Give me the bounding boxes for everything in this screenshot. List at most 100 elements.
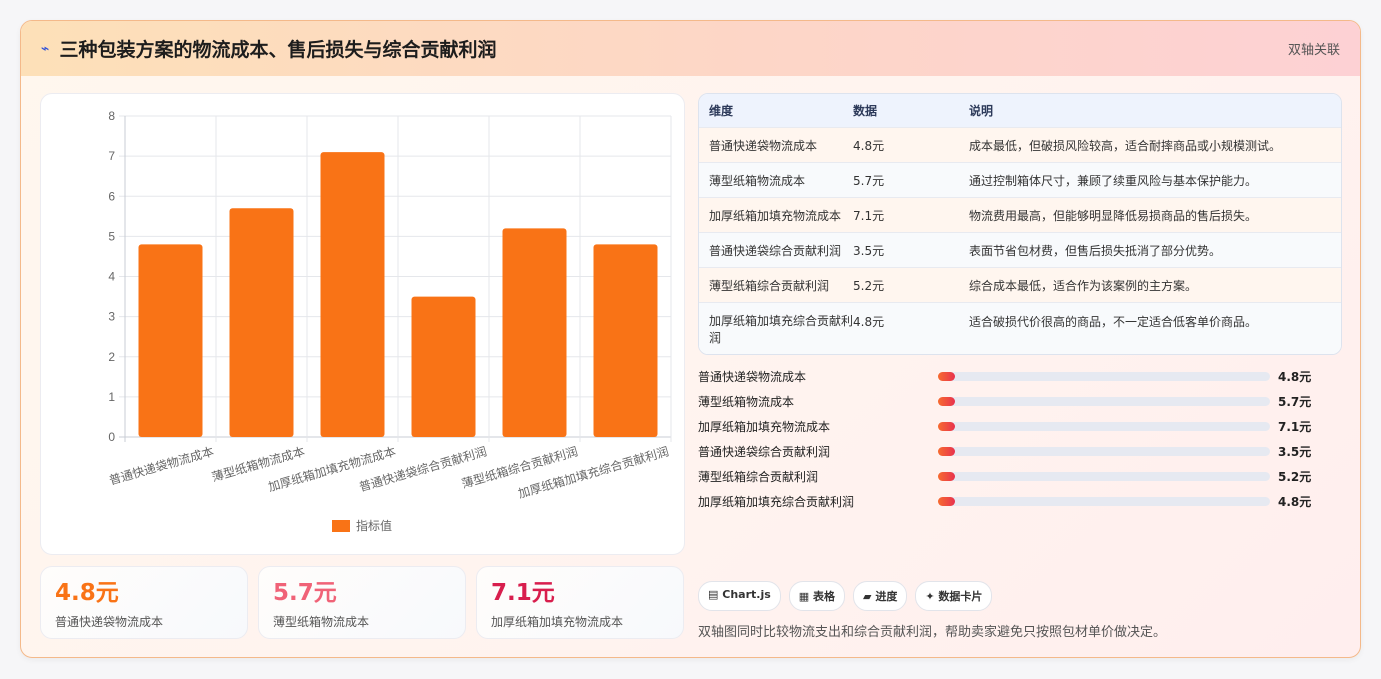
table-cell: 5.7元 xyxy=(853,173,885,188)
table-cell: 薄型纸箱综合贡献利润 xyxy=(709,278,830,293)
chart-icon: ▤ xyxy=(708,588,719,601)
x-tick-label: 普通快递袋物流成本 xyxy=(108,444,216,487)
progress-track xyxy=(938,397,1270,406)
y-tick-label: 5 xyxy=(108,229,115,243)
progress-label: 薄型纸箱综合贡献利润 xyxy=(698,470,819,484)
table-cell: 通过控制箱体尺寸，兼顾了续重风险与基本保护能力。 xyxy=(969,173,1258,188)
progress-value: 4.8元 xyxy=(1278,370,1312,384)
table-cell: 7.1元 xyxy=(853,208,885,223)
page-title: 三种包装方案的物流成本、售后损失与综合贡献利润 xyxy=(59,39,497,61)
tech-chips: ▤ Chart.js ▦ 表格 ▰ 进度 ✦ 数据卡片 xyxy=(698,581,993,611)
y-tick-label: 6 xyxy=(108,189,115,203)
y-tick-label: 2 xyxy=(108,350,115,364)
kpi-value: 4.8元 xyxy=(55,580,119,606)
progress-track xyxy=(938,422,1270,431)
x-tick-label: 加厚纸箱加填充综合贡献利润 xyxy=(516,443,670,500)
progress-value: 7.1元 xyxy=(1278,420,1312,434)
table-cell: 表面节省包材费，但售后损失抵消了部分优势。 xyxy=(969,243,1222,258)
table-row: 加厚纸箱加填充综合贡献利润 4.8元 适合破损代价很高的商品，不一定适合低客单价… xyxy=(699,302,1341,354)
chip-label: 进度 xyxy=(875,590,898,603)
y-tick-label: 7 xyxy=(108,149,115,163)
table-cell: 4.8元 xyxy=(853,138,885,153)
data-table: 维度 数据 说明 普通快递袋物流成本 4.8元 成本最低，但破损风险较高，适合耐… xyxy=(698,93,1342,355)
progress-fill xyxy=(938,447,955,456)
table-cell: 普通快递袋物流成本 xyxy=(709,138,818,153)
chart-line-icon: ⌁ xyxy=(41,40,50,57)
kpi-card-thick-box-logistics: 7.1元 加厚纸箱加填充物流成本 xyxy=(476,566,684,639)
bar xyxy=(502,228,567,437)
progress-label: 加厚纸箱加填充综合贡献利润 xyxy=(698,495,855,509)
y-tick-label: 1 xyxy=(108,390,115,404)
header-tag: 双轴关联 xyxy=(1287,43,1340,58)
table-cell: 4.8元 xyxy=(853,315,885,329)
progress-row: 普通快递袋综合贡献利润 3.5元 xyxy=(698,439,1338,464)
progress-fill xyxy=(938,472,955,481)
progress-track xyxy=(938,447,1270,456)
chip-chartjs[interactable]: ▤ Chart.js xyxy=(698,581,781,611)
chip-progress[interactable]: ▰ 进度 xyxy=(853,581,908,611)
table-row: 薄型纸箱物流成本 5.7元 通过控制箱体尺寸，兼顾了续重风险与基本保护能力。 xyxy=(699,162,1341,197)
progress-value: 5.7元 xyxy=(1278,395,1312,409)
table-row: 加厚纸箱加填充物流成本 7.1元 物流费用最高，但能够明显降低易损商品的售后损失… xyxy=(699,197,1341,232)
bar xyxy=(229,208,294,437)
progress-icon: ▰ xyxy=(863,590,872,603)
bar-chart: 012345678普通快递袋物流成本薄型纸箱物流成本加厚纸箱加填充物流成本普通快… xyxy=(108,109,672,533)
bar xyxy=(320,152,385,438)
progress-fill xyxy=(938,372,955,381)
kpi-card-bag-logistics: 4.8元 普通快递袋物流成本 xyxy=(40,566,248,639)
sparkle-icon: ✦ xyxy=(925,590,935,603)
table-cell: 综合成本最低，适合作为该案例的主方案。 xyxy=(969,278,1198,293)
footer-note: 双轴图同时比较物流支出和综合贡献利润，帮助卖家避免只按照包材单价做决定。 xyxy=(698,625,1167,640)
kpi-label: 加厚纸箱加填充物流成本 xyxy=(491,615,624,629)
progress-value: 3.5元 xyxy=(1278,445,1312,459)
progress-row: 普通快递袋物流成本 4.8元 xyxy=(698,364,1338,389)
legend-swatch xyxy=(332,520,350,532)
bar-chart-panel: 0 1 2 3 4 5 6 7 8 普通快递袋物流成本 薄型纸箱物流成本 加厚纸箱加填充物流成本 普通快… xyxy=(40,93,685,555)
table-cell: 3.5元 xyxy=(853,243,885,258)
kpi-card-thin-box-logistics: 5.7元 薄型纸箱物流成本 xyxy=(258,566,466,639)
progress-label: 薄型纸箱物流成本 xyxy=(698,395,795,409)
card-header: ⌁ 三种包装方案的物流成本、售后损失与综合贡献利润 双轴关联 xyxy=(21,21,1360,76)
legend-label: 指标值 xyxy=(356,518,392,533)
table-cell: 适合破损代价很高的商品，不一定适合低客单价商品。 xyxy=(969,315,1258,329)
y-tick-label: 4 xyxy=(108,270,115,284)
table-cell: 普通快递袋综合贡献利润 xyxy=(709,243,842,258)
kpi-label: 薄型纸箱物流成本 xyxy=(273,615,370,629)
table-header-cell: 维度 xyxy=(709,104,734,118)
bar xyxy=(593,244,658,437)
y-tick-label: 3 xyxy=(108,310,115,324)
table-icon: ▦ xyxy=(798,590,810,603)
table-cell: 加厚纸箱加填充物流成本 xyxy=(709,208,842,223)
progress-fill xyxy=(938,397,955,406)
chip-table[interactable]: ▦ 表格 xyxy=(788,581,846,611)
progress-row: 薄型纸箱物流成本 5.7元 xyxy=(698,389,1338,414)
progress-row: 加厚纸箱加填充综合贡献利润 4.8元 xyxy=(698,489,1338,514)
table-header-cell: 说明 xyxy=(969,104,994,118)
kpi-label: 普通快递袋物流成本 xyxy=(55,615,164,629)
table-header-row: 维度 数据 说明 xyxy=(699,94,1341,127)
table-cell: 薄型纸箱物流成本 xyxy=(709,173,806,188)
progress-value: 4.8元 xyxy=(1278,495,1312,509)
table-cell: 5.2元 xyxy=(853,278,885,293)
progress-label: 加厚纸箱加填充物流成本 xyxy=(698,420,831,434)
chip-label: Chart.js xyxy=(722,588,771,601)
chip-label: 表格 xyxy=(813,590,836,603)
table-row: 普通快递袋物流成本 4.8元 成本最低，但破损风险较高，适合耐摔商品或小规模测试… xyxy=(699,127,1341,162)
kpi-value: 7.1元 xyxy=(491,580,555,606)
table-cell: 物流费用最高，但能够明显降低易损商品的售后损失。 xyxy=(969,208,1258,223)
table-cell: 成本最低，但破损风险较高，适合耐摔商品或小规模测试。 xyxy=(969,138,1282,153)
progress-track xyxy=(938,472,1270,481)
table-row: 薄型纸箱综合贡献利润 5.2元 综合成本最低，适合作为该案例的主方案。 xyxy=(699,267,1341,302)
progress-row: 薄型纸箱综合贡献利润 5.2元 xyxy=(698,464,1338,489)
chip-data-card[interactable]: ✦ 数据卡片 xyxy=(915,581,993,611)
y-tick-label: 8 xyxy=(108,109,115,123)
progress-label: 普通快递袋综合贡献利润 xyxy=(698,445,831,459)
progress-row: 加厚纸箱加填充物流成本 7.1元 xyxy=(698,414,1338,439)
bar xyxy=(138,244,203,437)
progress-fill xyxy=(938,422,955,431)
progress-fill xyxy=(938,497,955,506)
table-header-cell: 数据 xyxy=(853,104,878,118)
y-tick-label: 0 xyxy=(108,430,115,444)
progress-list: 普通快递袋物流成本 4.8元 薄型纸箱物流成本 5.7元 加厚纸箱加填充物流成本… xyxy=(698,364,1338,514)
progress-label: 普通快递袋物流成本 xyxy=(698,370,807,384)
